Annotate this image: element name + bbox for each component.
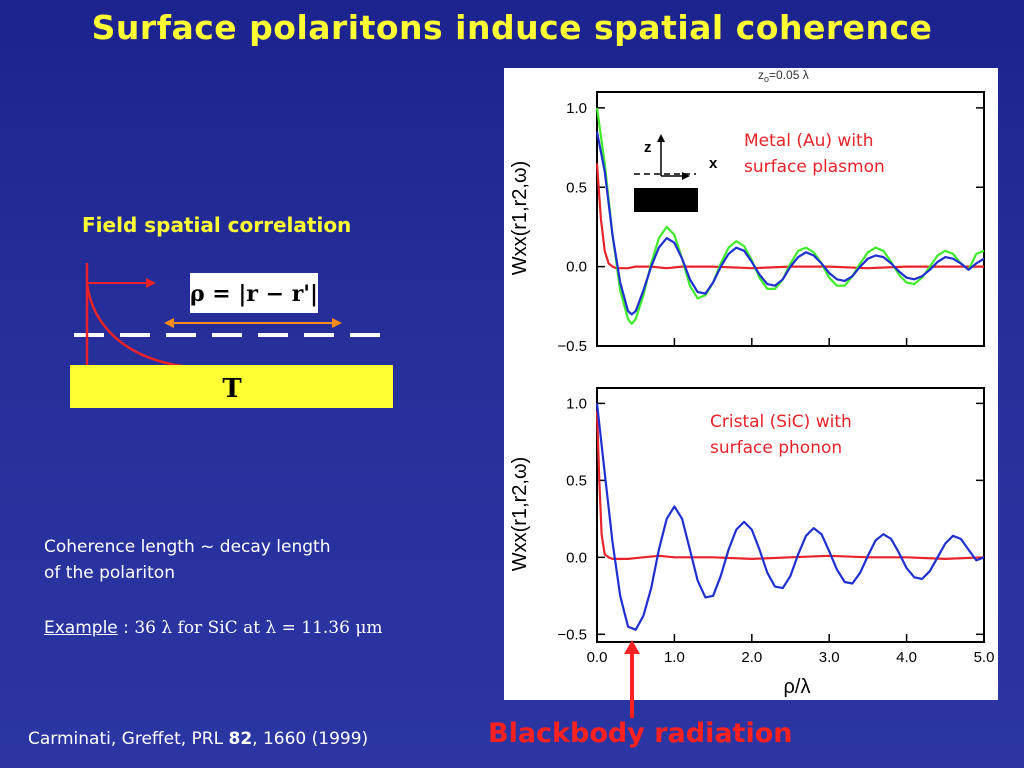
ytick-label: 0.0 xyxy=(566,259,587,276)
example-word: Example xyxy=(44,618,118,638)
ytick-label: 0.5 xyxy=(566,472,587,489)
xtick-label: 3.0 xyxy=(819,649,840,666)
ytick-label: −0.5 xyxy=(557,338,587,355)
field-correlation-title: Field spatial correlation xyxy=(82,213,352,237)
example-line: Example : 36 λ for SiC at λ = 11.36 μm xyxy=(44,618,383,638)
xlabel: ρ/λ xyxy=(784,676,811,698)
ytick-label: 1.0 xyxy=(566,395,587,412)
bottom-plot-frame xyxy=(596,387,985,643)
blackbody-arrow xyxy=(624,640,640,718)
bottom-ylabel: Wxx(r1,r2,ω) xyxy=(509,457,531,572)
top-ylabel: Wxx(r1,r2,ω) xyxy=(509,161,531,276)
temperature-block xyxy=(70,365,393,408)
xtick-label: 0.0 xyxy=(587,649,608,666)
rho-formula: ρ = |r − r'| xyxy=(190,281,318,307)
citation-authors: Carminati, Greffet, PRL xyxy=(28,729,229,749)
citation: Carminati, Greffet, PRL 82, 1660 (1999) xyxy=(28,729,368,749)
xtick-label: 5.0 xyxy=(974,649,995,666)
bottom-annotation-line2: surface phonon xyxy=(710,438,842,458)
ytick-label: −0.5 xyxy=(557,626,587,643)
correlation-figure: zo=0.05 λ 1.00.50.0−0.51.00.50.0−0.50.0 1… xyxy=(504,68,998,700)
bottom-blue-curve xyxy=(595,403,985,631)
top-blue-curve xyxy=(595,131,985,316)
distance-arrow xyxy=(164,318,342,328)
ytick-label: 0.0 xyxy=(566,549,587,566)
top-red-curve xyxy=(595,163,984,270)
example-colon: : xyxy=(117,618,135,638)
xtick-label: 4.0 xyxy=(896,649,917,666)
ytick-label: 0.5 xyxy=(566,179,587,196)
top-annotation-line1: Metal (Au) with xyxy=(744,131,873,151)
example-value: 36 λ for SiC at λ = 11.36 μm xyxy=(134,618,383,638)
slide-title: Surface polaritons induce spatial cohere… xyxy=(91,8,933,47)
top-plot-frame xyxy=(596,91,985,347)
citation-pages: , 1660 (1999) xyxy=(252,729,369,749)
inset-axes: z x xyxy=(634,134,718,212)
top-annotation-line2: surface plasmon xyxy=(744,157,885,177)
bottom-annotation-line1: Cristal (SiC) with xyxy=(710,412,852,432)
ytick-label: 1.0 xyxy=(566,100,587,117)
rho-formula-box xyxy=(190,273,318,313)
decay-curve xyxy=(85,263,191,369)
citation-volume: 82 xyxy=(228,729,253,749)
blackbody-label: Blackbody radiation xyxy=(488,718,793,749)
xtick-label: 1.0 xyxy=(664,649,685,666)
z0-label: zo=0.05 λ xyxy=(758,68,809,84)
inset-z-label: z xyxy=(644,139,652,156)
temperature-label: T xyxy=(222,374,242,404)
coherence-text-line1: Coherence length ~ decay length xyxy=(44,537,331,557)
bottom-red-curve xyxy=(595,411,985,560)
coherence-text-line2: of the polariton xyxy=(44,563,175,583)
field-correlation-diagram: ρ = |r − r'| T xyxy=(70,263,393,408)
xtick-label: 2.0 xyxy=(741,649,762,666)
inset-x-label: x xyxy=(709,155,718,172)
